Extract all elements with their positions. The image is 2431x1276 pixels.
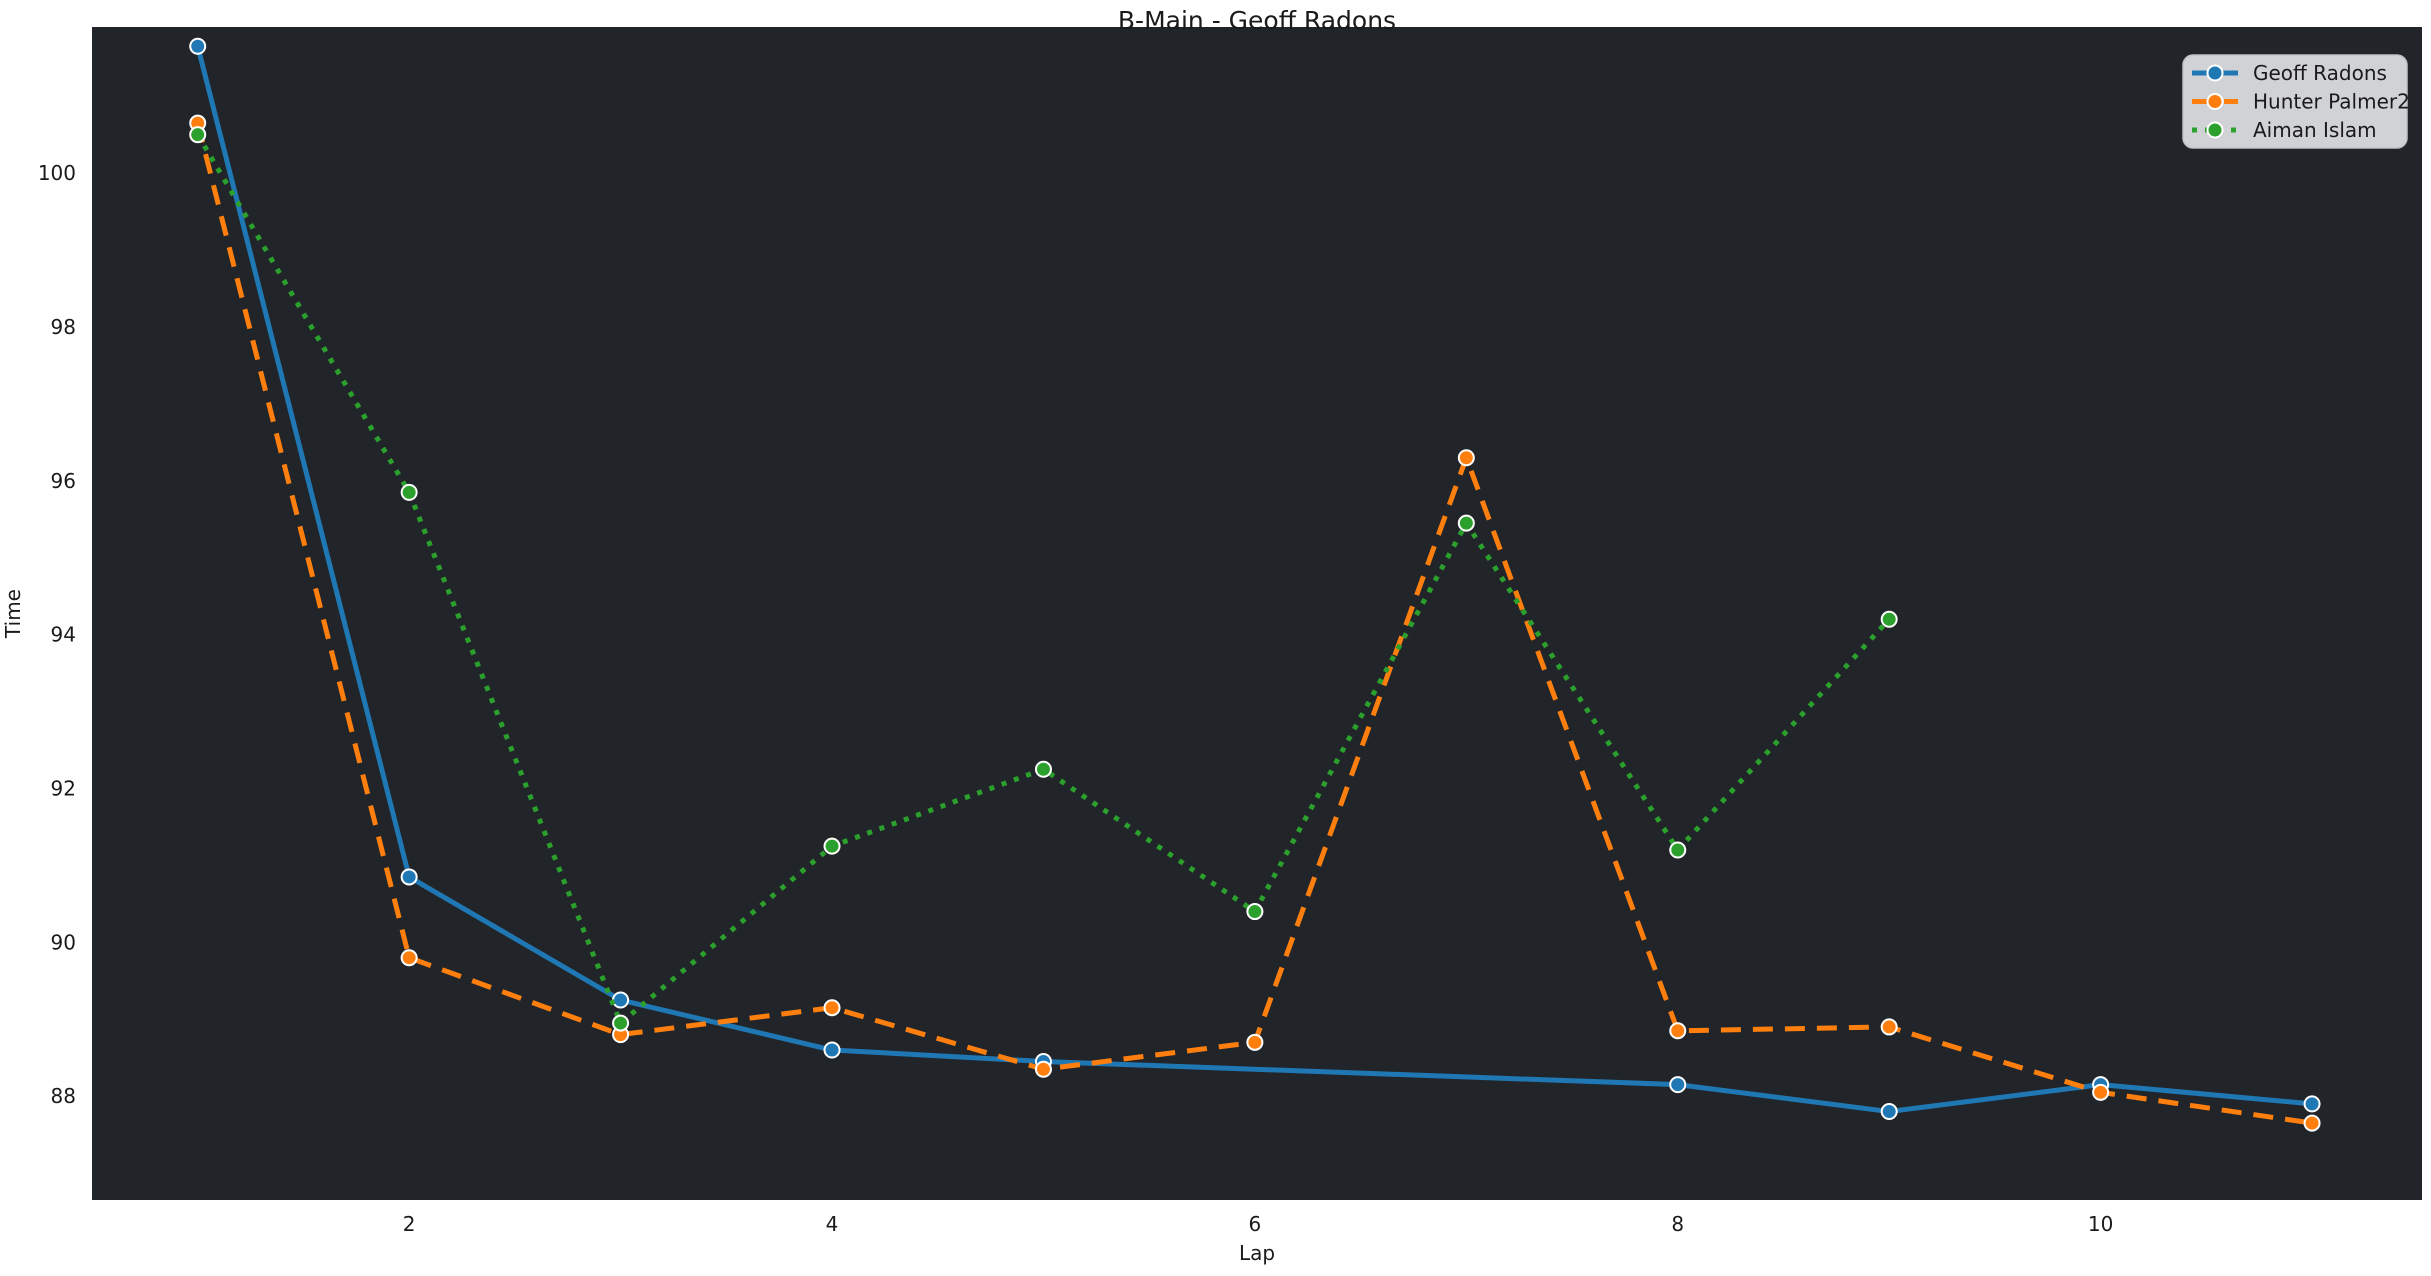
x-axis-ticks: 2 4 6 8 10 <box>403 1212 2114 1236</box>
series-marker-2 <box>1034 760 1052 778</box>
y-tick-label: 96 <box>51 469 76 493</box>
y-tick-label: 100 <box>38 161 76 185</box>
series-marker-1 <box>1880 1018 1898 1036</box>
y-tick-label: 94 <box>51 623 76 647</box>
y-tick-label: 90 <box>51 930 76 954</box>
legend-box <box>2182 54 2408 149</box>
series-marker-2 <box>823 837 841 855</box>
series-marker-2 <box>1880 610 1898 628</box>
legend: Geoff Radons Hunter Palmer2 Aiman Islam <box>2182 54 2410 149</box>
series-marker-0 <box>400 868 418 886</box>
series-marker-0 <box>823 1041 841 1059</box>
legend-entry-label: Hunter Palmer2 <box>2253 90 2410 114</box>
y-axis-label: Time <box>1 589 25 639</box>
series-marker-2 <box>612 1014 630 1032</box>
x-tick-label: 8 <box>1671 1212 1684 1236</box>
series-marker-2 <box>1246 903 1264 921</box>
series-marker-1 <box>1457 449 1475 467</box>
legend-marker-1 <box>2206 93 2224 110</box>
series-marker-1 <box>823 999 841 1017</box>
y-tick-label: 98 <box>51 315 76 339</box>
series-marker-1 <box>1669 1022 1687 1040</box>
series-marker-0 <box>2303 1095 2321 1113</box>
x-tick-label: 6 <box>1249 1212 1262 1236</box>
x-axis-label: Lap <box>1239 1241 1275 1265</box>
series-marker-1 <box>2092 1083 2110 1101</box>
x-tick-label: 10 <box>2088 1212 2113 1236</box>
series-marker-1 <box>400 949 418 967</box>
legend-marker-2 <box>2206 121 2224 139</box>
series-marker-2 <box>189 126 207 144</box>
y-tick-label: 92 <box>51 776 76 800</box>
series-line-2 <box>195 133 1892 1026</box>
legend-entry-label: Aiman Islam <box>2253 118 2377 142</box>
plot-area <box>92 27 2422 1200</box>
chart-title: B-Main - Geoff Radons <box>1118 6 1396 35</box>
series-marker-2 <box>400 483 418 501</box>
y-tick-label: 88 <box>51 1084 76 1108</box>
x-tick-label: 4 <box>826 1212 839 1236</box>
series-lines <box>189 37 2321 1132</box>
series-marker-0 <box>1880 1103 1898 1121</box>
series-marker-0 <box>1669 1076 1687 1094</box>
legend-marker-0 <box>2206 64 2224 82</box>
legend-entry-label: Geoff Radons <box>2253 61 2387 85</box>
series-marker-0 <box>612 991 630 1009</box>
series-marker-2 <box>1669 841 1687 859</box>
x-tick-label: 2 <box>403 1212 416 1236</box>
series-marker-1 <box>1034 1060 1052 1078</box>
series-marker-1 <box>1246 1033 1264 1051</box>
series-marker-1 <box>2303 1114 2321 1132</box>
series-marker-0 <box>189 37 207 55</box>
y-axis-ticks: 88 90 92 94 96 98 100 <box>38 161 76 1108</box>
series-marker-2 <box>1457 514 1475 532</box>
